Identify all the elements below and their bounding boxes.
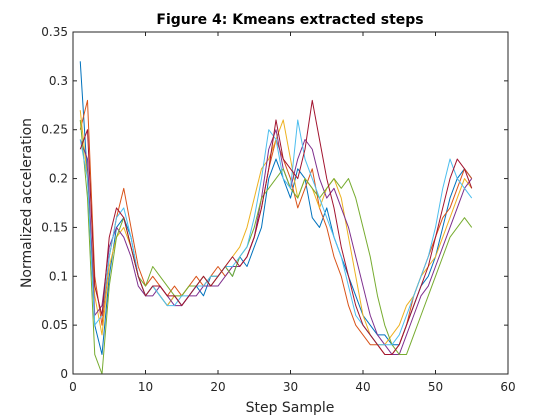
x-tick-label: 30 (283, 380, 298, 394)
y-tick-label: 0.2 (49, 172, 68, 186)
x-tick-label: 60 (500, 380, 515, 394)
y-tick-label: 0.05 (41, 318, 68, 332)
y-tick-label: 0.1 (49, 269, 68, 283)
series-line-7 (79, 99, 473, 355)
chart-title: Figure 4: Kmeans extracted steps (156, 12, 423, 28)
x-tick-label: 50 (428, 380, 443, 394)
series-line-5 (79, 119, 473, 375)
series-line-1 (79, 61, 473, 355)
y-axis-label: Normalized acceleration (19, 118, 35, 288)
plot-box (72, 31, 509, 375)
x-tick-label: 40 (355, 380, 370, 394)
series-line-4 (79, 129, 473, 355)
x-axis-label: Step Sample (246, 400, 335, 416)
x-tick-label: 20 (210, 380, 225, 394)
series-line-3 (79, 110, 473, 346)
y-tick-label: 0.35 (41, 25, 68, 39)
x-tick-label: 10 (138, 380, 153, 394)
plot-area: 0 10 20 30 40 50 60 0 0.05 0.1 0.15 0.2 0.25 0.3 0.35 (41, 25, 515, 394)
y-tick-label: 0.3 (49, 74, 68, 88)
series-line-6 (79, 119, 473, 346)
y-tick-label: 0.15 (41, 220, 68, 234)
y-tick-label: 0 (60, 367, 68, 381)
y-tick-label: 0.25 (41, 123, 68, 137)
x-tick-label: 0 (69, 380, 77, 394)
